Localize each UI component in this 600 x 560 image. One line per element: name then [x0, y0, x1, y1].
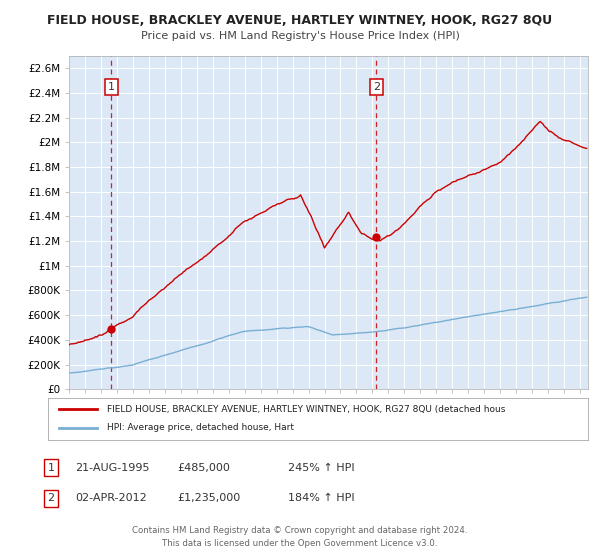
Text: 21-AUG-1995: 21-AUG-1995 — [75, 463, 149, 473]
Text: HPI: Average price, detached house, Hart: HPI: Average price, detached house, Hart — [107, 423, 295, 432]
Text: 184% ↑ HPI: 184% ↑ HPI — [288, 493, 355, 503]
Text: Contains HM Land Registry data © Crown copyright and database right 2024.
This d: Contains HM Land Registry data © Crown c… — [132, 526, 468, 548]
Text: FIELD HOUSE, BRACKLEY AVENUE, HARTLEY WINTNEY, HOOK, RG27 8QU (detached hous: FIELD HOUSE, BRACKLEY AVENUE, HARTLEY WI… — [107, 405, 506, 414]
Text: 2: 2 — [47, 493, 55, 503]
Text: 1: 1 — [108, 82, 115, 92]
Text: 245% ↑ HPI: 245% ↑ HPI — [288, 463, 355, 473]
Text: £1,235,000: £1,235,000 — [177, 493, 240, 503]
Text: FIELD HOUSE, BRACKLEY AVENUE, HARTLEY WINTNEY, HOOK, RG27 8QU: FIELD HOUSE, BRACKLEY AVENUE, HARTLEY WI… — [47, 14, 553, 27]
Text: £485,000: £485,000 — [177, 463, 230, 473]
Text: 1: 1 — [47, 463, 55, 473]
Text: 2: 2 — [373, 82, 380, 92]
Text: 02-APR-2012: 02-APR-2012 — [75, 493, 147, 503]
Text: Price paid vs. HM Land Registry's House Price Index (HPI): Price paid vs. HM Land Registry's House … — [140, 31, 460, 41]
